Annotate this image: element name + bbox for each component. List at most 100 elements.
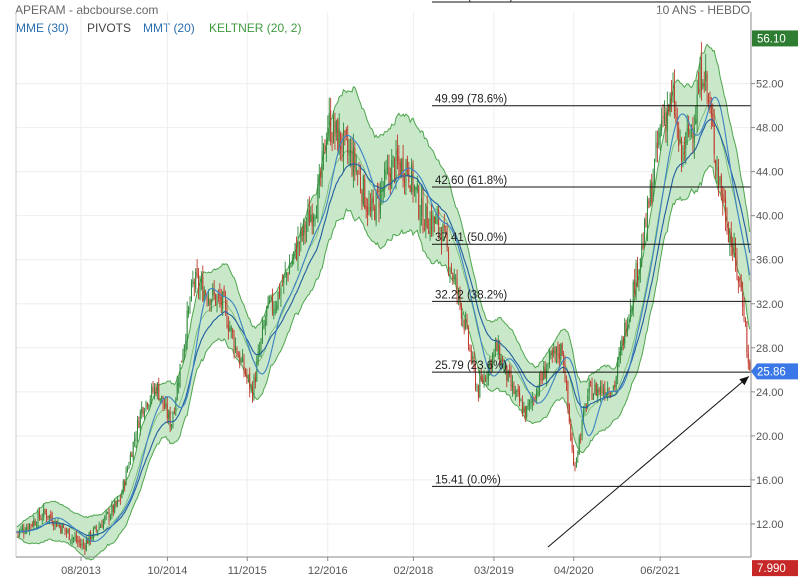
candle-up — [122, 480, 124, 494]
candle-down — [568, 405, 570, 422]
candle-down — [388, 166, 390, 177]
candle-down — [668, 104, 670, 112]
candle-down — [193, 281, 195, 286]
candle-down — [744, 319, 746, 323]
candle-down — [700, 59, 702, 92]
candle-down — [357, 172, 359, 174]
candle-down — [463, 320, 465, 330]
pivot-label: 25.79 (23.6%) — [435, 360, 507, 372]
candle-up — [435, 217, 437, 224]
candle-down — [308, 210, 310, 226]
candle-up — [429, 217, 431, 238]
indicator-mmt[interactable]: MMT (20) — [143, 21, 195, 35]
candle-down — [433, 216, 435, 224]
candle-down — [438, 210, 440, 230]
arrow-line — [547, 376, 750, 548]
candle-down — [252, 386, 254, 400]
candle-up — [487, 365, 489, 381]
candle-up — [581, 419, 583, 438]
candle-down — [742, 292, 744, 307]
candle-up — [733, 242, 735, 255]
candle-down — [196, 268, 198, 277]
candle-up — [149, 398, 151, 403]
candle-down — [296, 245, 298, 260]
candle-down — [138, 421, 140, 428]
candle-down — [232, 329, 234, 333]
candle-up — [171, 424, 173, 428]
candle-down — [244, 369, 246, 376]
candle-up — [577, 451, 579, 457]
candle-up — [520, 400, 522, 402]
candle-down — [361, 190, 363, 203]
candle-up — [183, 345, 185, 355]
candle-up — [259, 349, 261, 354]
candle-up — [382, 187, 384, 192]
candle-down — [459, 290, 461, 304]
candle-up — [641, 243, 643, 263]
candle-up — [43, 508, 45, 517]
candle-down — [636, 263, 638, 282]
candle-down — [730, 232, 732, 248]
candle-up — [325, 144, 327, 151]
candle-up — [48, 515, 50, 519]
candle-down — [209, 299, 211, 306]
candle-up — [21, 527, 23, 531]
candle-up — [250, 385, 252, 387]
pivot-label: 49.99 (78.6%) — [435, 94, 507, 106]
candle-down — [456, 278, 458, 293]
candle-down — [330, 110, 332, 142]
candle-down — [237, 356, 239, 358]
candle-down — [735, 242, 737, 261]
pivot-label: 42.60 (61.8%) — [435, 175, 507, 187]
candle-down — [604, 388, 606, 396]
candle-down — [573, 449, 575, 466]
candle-down — [60, 525, 62, 533]
candle-down — [490, 359, 492, 369]
candle-down — [58, 525, 60, 527]
candle-up — [696, 94, 698, 124]
candle-down — [304, 224, 306, 233]
candle-up — [286, 273, 288, 275]
candle-up — [125, 469, 127, 486]
indicator-mme[interactable]: MME (30) — [16, 21, 69, 35]
candle-down — [551, 350, 553, 356]
candle-down — [279, 288, 281, 298]
candle-up — [141, 406, 143, 414]
candle-up — [635, 263, 637, 296]
candle-up — [705, 69, 707, 81]
candle-up — [145, 401, 147, 410]
candle-up — [154, 386, 156, 393]
candle-down — [347, 139, 349, 154]
indicator-pivots[interactable]: PIVOTS — [87, 21, 132, 35]
candle-up — [179, 363, 181, 387]
candle-down — [681, 138, 683, 161]
y-tick-label: 24.00 — [756, 387, 784, 399]
candle-up — [36, 525, 38, 527]
chart-period: 10 ANS - HEBDO — [655, 3, 750, 17]
candle-down — [723, 199, 725, 201]
candle-up — [453, 276, 455, 280]
candle-up — [242, 356, 244, 362]
candle-down — [394, 158, 396, 180]
candle-down — [428, 230, 430, 234]
candle-up — [189, 302, 191, 306]
candle-down — [475, 368, 477, 389]
candle-up — [26, 527, 28, 533]
candle-up — [200, 279, 202, 284]
candle-down — [715, 159, 717, 168]
candle-up — [222, 291, 224, 309]
candle-up — [270, 295, 272, 299]
candle-up — [212, 287, 214, 297]
candle-up — [624, 322, 626, 344]
candle-up — [494, 342, 496, 350]
candle-up — [631, 306, 633, 314]
candle-down — [31, 523, 33, 526]
candle-up — [594, 384, 596, 393]
candle-up — [168, 412, 170, 419]
candle-up — [553, 350, 555, 354]
pivot-label: 32.22 (38.2%) — [435, 289, 507, 301]
indicator-keltner[interactable]: KELTNER (20, 2) — [209, 21, 302, 35]
candle-down — [590, 382, 592, 384]
candle-down — [708, 95, 710, 103]
